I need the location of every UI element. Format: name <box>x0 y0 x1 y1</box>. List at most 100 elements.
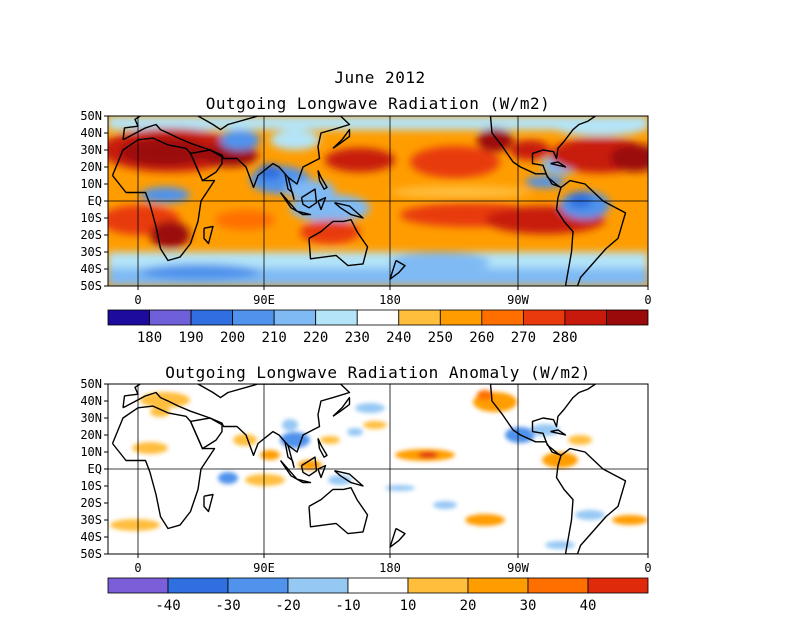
colorbar-swatch <box>467 577 529 594</box>
map-frames: 50N 40N 30N 20N 10N EQ 10S 20S 30S 40S 50S 0 90E 180 9… <box>80 109 651 575</box>
coastline <box>317 464 327 479</box>
lat-label: 50N <box>80 377 102 391</box>
lat-label: 40S <box>80 530 102 544</box>
lat-label: 40S <box>80 262 102 276</box>
coastline <box>300 456 318 477</box>
olr-coastlines <box>108 79 627 286</box>
coastline <box>334 202 364 219</box>
colorbar-label: 270 <box>511 330 536 346</box>
coastline <box>108 79 618 99</box>
coastline <box>334 470 364 487</box>
coastline <box>308 487 369 535</box>
colorbar-swatch <box>149 309 192 326</box>
colorbar-anomaly: -40 -30 -20 -10 10 20 30 40 <box>107 577 649 614</box>
colorbar-label: 10 <box>400 598 417 614</box>
colorbar-label: 180 <box>137 330 162 346</box>
lon-label: 90E <box>253 561 275 575</box>
colorbar-swatch <box>398 309 441 326</box>
lat-label: 40N <box>80 126 102 140</box>
lat-label: 10S <box>80 479 102 493</box>
colorbar-label: 210 <box>262 330 287 346</box>
colorbar-swatch <box>587 577 649 594</box>
lat-label: 50S <box>80 547 102 561</box>
colorbar-swatch <box>522 309 566 326</box>
coastline <box>189 417 223 450</box>
colorbar-swatch <box>481 309 524 326</box>
colorbar-swatch <box>107 577 169 594</box>
colorbar-swatch <box>107 309 150 326</box>
panel1-title: Outgoing Longwave Radiation (W/m2) <box>205 94 551 113</box>
coastline <box>284 173 295 201</box>
coastline <box>111 137 216 262</box>
lat-label: EQ <box>88 194 102 208</box>
coastline <box>189 149 223 182</box>
coastline <box>122 384 351 457</box>
colorbar-label: -20 <box>275 598 300 614</box>
colorbar-swatch <box>407 577 469 594</box>
coastline <box>279 192 298 212</box>
coastline <box>300 188 318 209</box>
coastline <box>332 128 351 149</box>
colorbar-swatch <box>232 309 275 326</box>
lon-label: 0 <box>644 293 651 307</box>
lat-label: 30N <box>80 411 102 425</box>
coastline <box>279 460 298 480</box>
coastline <box>284 441 295 468</box>
lat-label: 20S <box>80 496 102 510</box>
colorbar-label: 250 <box>428 330 453 346</box>
lon-label: 0 <box>644 561 651 575</box>
coastline <box>203 493 214 513</box>
coastline <box>555 447 627 554</box>
lat-label: 50S <box>80 279 102 293</box>
colorbar-label: -30 <box>215 598 240 614</box>
coastline <box>111 405 216 530</box>
lon-label: 0 <box>134 561 141 575</box>
lat-label: 10N <box>80 445 102 459</box>
coastline <box>296 478 312 484</box>
anomaly-coastlines <box>108 347 627 554</box>
figure-title: June 2012 <box>334 68 426 87</box>
coastline <box>108 347 618 367</box>
coastline <box>550 429 567 436</box>
coastline <box>203 225 214 245</box>
coastline <box>389 259 406 280</box>
colorbar-label: 240 <box>386 330 411 346</box>
colorbar-label: -10 <box>335 598 360 614</box>
lon-label: 180 <box>379 561 401 575</box>
coastline <box>489 384 597 457</box>
lat-label: 30N <box>80 143 102 157</box>
colorbar-swatch <box>315 309 358 326</box>
colorbar-swatch <box>190 309 234 326</box>
colorbar-label: -40 <box>155 598 180 614</box>
lat-label: 10S <box>80 211 102 225</box>
colorbar-swatch <box>439 309 483 326</box>
colorbar-label: 30 <box>520 598 537 614</box>
lat-label: 30S <box>80 513 102 527</box>
lon-label: 90E <box>253 293 275 307</box>
lat-label: EQ <box>88 462 102 476</box>
coastlines <box>108 79 627 554</box>
colorbar-swatch <box>527 577 589 594</box>
coastline <box>550 161 567 168</box>
coastline <box>389 527 406 548</box>
colorbar-label: 20 <box>460 598 477 614</box>
colorbar-label: 280 <box>552 330 577 346</box>
lat-label: 40N <box>80 394 102 408</box>
lat-label: 20N <box>80 160 102 174</box>
colorbar-swatch <box>606 309 649 326</box>
coastline <box>332 396 351 417</box>
colorbar-label: 220 <box>303 330 328 346</box>
colorbar-label: 200 <box>220 330 245 346</box>
colorbar-swatch <box>347 577 409 594</box>
colorbar-olr: 180 190 200 210 220 230 240 250 260 270 280 <box>107 309 649 346</box>
colorbar-swatch <box>356 309 400 326</box>
colorbar-label: 230 <box>345 330 370 346</box>
lat-label: 50N <box>80 109 102 123</box>
coastline <box>317 170 328 190</box>
colorbar-swatch <box>564 309 607 326</box>
colorbar-swatch <box>287 577 349 594</box>
coastline <box>129 384 133 385</box>
lat-label: 30S <box>80 245 102 259</box>
coastline <box>129 116 133 117</box>
